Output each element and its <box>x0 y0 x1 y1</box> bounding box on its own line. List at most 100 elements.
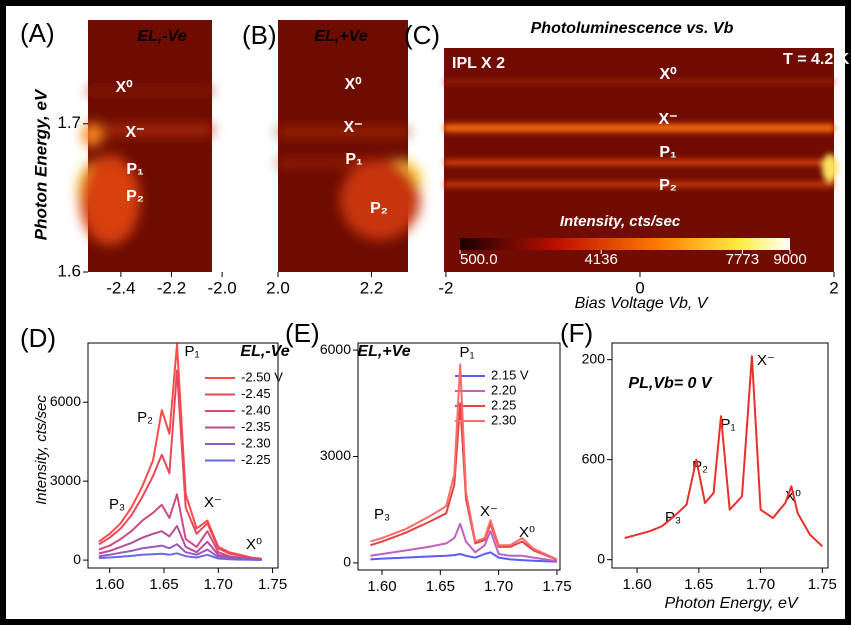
legend-label: 2.20 <box>491 382 516 397</box>
annotation: EL,-Ve <box>240 343 289 360</box>
series-line <box>98 552 262 561</box>
annotation: P₂ <box>659 177 677 194</box>
x-tick-label: 1.65 <box>426 578 455 595</box>
panel-label: (C) <box>404 20 440 50</box>
x-tick-label: 2.0 <box>266 278 290 297</box>
annotation: X⁻ <box>343 119 362 136</box>
series-line <box>98 493 262 561</box>
panel-label: (F) <box>560 318 593 348</box>
annotation: X⁰ <box>519 524 535 541</box>
plot-frame <box>87 342 279 569</box>
annotation: X⁰ <box>115 79 133 96</box>
y-tick-label: 200 <box>582 350 606 366</box>
x-tick-label: 1.70 <box>484 578 513 595</box>
y-tick-label: 0 <box>597 550 605 566</box>
annotation: T = 4.2 K <box>783 51 850 68</box>
legend-label: 2.25 <box>491 397 516 412</box>
annotation: PL,Vb= 0 V <box>628 375 712 392</box>
annotation: P₁ <box>720 416 735 433</box>
x-tick-label: 0 <box>635 278 644 297</box>
x-tick-label: -2 <box>438 278 453 297</box>
series-line <box>98 369 262 561</box>
x-tick-label: 1.75 <box>808 576 837 593</box>
x-tick-label: 2 <box>829 278 838 297</box>
y-tick-label: 3000 <box>320 447 351 463</box>
heatmap-b <box>278 20 422 272</box>
x-tick-label: 1.60 <box>622 576 651 593</box>
heatmap-c <box>444 48 838 272</box>
x-tick-label: 1.70 <box>746 576 775 593</box>
x-tick-label: 1.75 <box>258 576 287 593</box>
annotation: X⁻ <box>125 124 144 141</box>
colorbar-tick-label: 500.0 <box>460 251 498 268</box>
annotation: P₁ <box>459 344 474 361</box>
annotation: X⁻ <box>204 494 222 511</box>
annotation: X⁻ <box>658 111 677 128</box>
y-tick-label: 1.7 <box>57 113 81 132</box>
legend-label: -2.50 V <box>241 369 283 384</box>
legend-label: 2.30 <box>491 412 516 427</box>
legend-label: -2.40 <box>241 402 271 417</box>
series-line <box>624 355 823 548</box>
x-tick-label: 1.65 <box>684 576 713 593</box>
annotation: P₂ <box>370 200 388 217</box>
x-tick-label: 1.70 <box>204 576 233 593</box>
y-tick-label: 6000 <box>50 393 81 409</box>
x-tick-label: -2.4 <box>106 278 135 297</box>
y-tick-label: 0 <box>343 554 351 570</box>
annotation: EL,+Ve <box>357 343 410 360</box>
y-axis-label: Photon Energy, eV <box>31 88 50 240</box>
x-tick-label: 1.75 <box>542 578 571 595</box>
annotation: P₂ <box>126 188 144 205</box>
colorbar-tick-label: 7773 <box>726 251 759 268</box>
colorbar-tick-label: 4136 <box>584 251 617 268</box>
annotation: P₂ <box>137 409 153 426</box>
heatmap-a <box>77 20 212 272</box>
legend-label: -2.25 <box>241 452 271 467</box>
series-line <box>370 551 558 563</box>
colorbar-label: Intensity, cts/sec <box>560 213 681 230</box>
annotation: P₁ <box>184 343 199 360</box>
x-axis-label: Photon Energy, eV <box>664 595 798 612</box>
annotation: X⁻ <box>480 503 498 520</box>
annotation: P₁ <box>126 161 144 178</box>
legend-label: 2.15 V <box>491 367 529 382</box>
panel-title: EL,-Ve <box>137 28 186 45</box>
y-axis-label: Intensity, cts/sec <box>33 395 50 505</box>
legend-label: -2.35 <box>241 419 271 434</box>
x-tick-label: 1.65 <box>149 576 178 593</box>
y-tick-label: 600 <box>582 450 606 466</box>
series-line <box>370 363 558 561</box>
x-tick-label: 1.60 <box>95 576 124 593</box>
y-tick-label: 6000 <box>320 341 351 357</box>
x-tick-label: 1.60 <box>367 578 396 595</box>
y-tick-label: 3000 <box>50 472 81 488</box>
annotation: X⁰ <box>246 536 262 553</box>
annotation: P₃ <box>109 496 125 513</box>
x-tick-label: -2.0 <box>207 278 236 297</box>
panel-title: EL,+Ve <box>314 28 367 45</box>
annotation: P₁ <box>659 144 677 161</box>
y-tick-label: 1.6 <box>57 261 81 280</box>
panel-label: (E) <box>285 318 320 348</box>
annotation: X⁰ <box>344 76 362 93</box>
legend-label: -2.45 <box>241 386 271 401</box>
legend-label: -2.30 <box>241 435 271 450</box>
annotation: X⁻ <box>757 352 775 369</box>
annotation: X⁰ <box>659 66 677 83</box>
panel-title: Photoluminescence vs. Vb <box>531 20 734 37</box>
annotation: P₃ <box>374 506 390 523</box>
colorbar-tick-label: 9000 <box>773 251 806 268</box>
y-tick-label: 0 <box>73 551 81 567</box>
panel-label: (A) <box>20 18 55 48</box>
annotation: P₁ <box>345 151 363 168</box>
panel-label: (B) <box>242 20 277 50</box>
series-line <box>98 343 262 560</box>
annotation: IPL X 2 <box>452 55 505 72</box>
x-axis-label: Bias Voltage Vb, V <box>575 295 709 312</box>
x-tick-label: -2.2 <box>157 278 186 297</box>
x-tick-label: 2.2 <box>360 278 384 297</box>
series-line <box>370 522 558 563</box>
